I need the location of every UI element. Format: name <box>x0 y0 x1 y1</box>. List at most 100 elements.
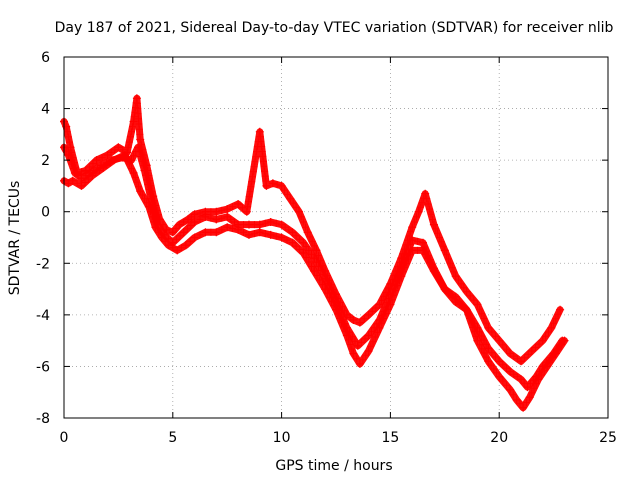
data-point <box>312 246 321 255</box>
data-point-marker <box>537 371 545 379</box>
data-series <box>60 94 569 412</box>
data-point-marker <box>135 183 142 191</box>
data-point <box>495 372 504 381</box>
data-point <box>129 117 138 126</box>
data-point <box>245 230 253 239</box>
data-point <box>114 143 123 152</box>
data-point-marker <box>251 158 259 166</box>
y-tick-label: -6 <box>36 359 50 375</box>
series-band-2 <box>60 143 566 391</box>
data-point-marker <box>259 152 267 160</box>
data-point-marker <box>161 237 169 245</box>
data-point <box>414 207 423 216</box>
data-point <box>268 179 277 188</box>
data-point-marker <box>260 162 268 170</box>
data-point-marker <box>372 304 380 312</box>
data-point-marker <box>426 205 434 213</box>
data-point-marker <box>328 297 336 305</box>
data-point <box>538 336 547 345</box>
data-point-marker <box>390 291 398 299</box>
data-point-marker <box>503 381 510 389</box>
data-point-marker <box>176 232 184 240</box>
data-point-marker <box>437 238 445 246</box>
data-point <box>462 305 471 314</box>
data-point <box>353 341 362 350</box>
data-point <box>151 223 160 232</box>
data-point-marker <box>169 244 177 252</box>
data-point <box>523 383 532 392</box>
data-point-marker <box>435 276 443 284</box>
x-tick-label: 10 <box>273 430 291 446</box>
data-point-marker <box>326 293 333 301</box>
data-point <box>421 189 430 198</box>
data-point-marker <box>403 259 411 267</box>
data-point-marker <box>367 342 375 350</box>
data-point-marker <box>492 332 500 340</box>
data-point <box>551 349 560 358</box>
data-point <box>462 287 471 296</box>
data-point-marker <box>81 179 89 186</box>
data-point-marker <box>368 307 376 315</box>
data-point <box>342 331 351 340</box>
data-point-marker <box>554 310 562 318</box>
data-point-marker <box>246 188 254 196</box>
data-point <box>429 220 438 229</box>
data-point <box>266 218 275 226</box>
data-point <box>103 151 112 159</box>
data-point <box>408 236 417 245</box>
data-point-marker <box>388 296 396 304</box>
data-point-marker <box>423 195 431 203</box>
data-point <box>364 347 373 355</box>
data-point-marker <box>123 156 131 163</box>
data-point-marker <box>470 296 478 304</box>
data-point-marker <box>549 354 557 362</box>
data-point-marker <box>521 354 529 362</box>
y-tick-label: -8 <box>36 411 50 427</box>
data-point <box>547 323 556 332</box>
data-point-marker <box>247 183 255 191</box>
x-tick-label: 25 <box>599 430 617 446</box>
data-point-marker <box>550 319 558 327</box>
data-point-marker <box>369 338 377 346</box>
data-point-marker <box>137 153 145 160</box>
data-point-marker <box>361 335 369 343</box>
data-point-marker <box>302 254 310 261</box>
data-point-marker <box>482 319 490 327</box>
data-point-marker <box>186 237 194 245</box>
data-point <box>201 228 210 237</box>
y-tick-label: 0 <box>41 205 50 221</box>
data-point-marker <box>341 327 349 335</box>
data-point-marker <box>125 160 133 168</box>
data-point-marker <box>509 391 517 399</box>
data-point <box>408 223 417 232</box>
data-point <box>451 292 460 301</box>
data-point-marker <box>478 310 486 318</box>
data-point-marker <box>488 349 496 357</box>
data-point-marker <box>552 315 560 323</box>
data-point-marker <box>147 208 154 216</box>
data-point-marker <box>244 203 252 211</box>
data-point-marker <box>464 310 472 318</box>
data-point <box>266 230 275 239</box>
data-point-marker <box>315 262 323 270</box>
x-tick-label: 15 <box>381 430 399 446</box>
data-point <box>129 169 138 177</box>
data-point <box>332 305 340 314</box>
data-point-marker <box>305 246 313 254</box>
data-point-marker <box>281 186 288 194</box>
data-point <box>473 336 482 345</box>
data-point <box>288 228 297 237</box>
data-point <box>288 238 297 247</box>
data-point <box>375 300 384 309</box>
data-point <box>262 181 271 190</box>
data-point <box>255 228 264 237</box>
data-point <box>495 336 504 345</box>
data-point-marker <box>469 323 477 331</box>
data-point-marker <box>172 235 180 243</box>
data-point-marker <box>317 267 325 274</box>
data-point-marker <box>196 215 204 223</box>
data-point-marker <box>245 193 253 201</box>
data-point-marker <box>272 219 280 227</box>
data-point <box>173 246 182 255</box>
data-point-marker <box>116 154 123 162</box>
